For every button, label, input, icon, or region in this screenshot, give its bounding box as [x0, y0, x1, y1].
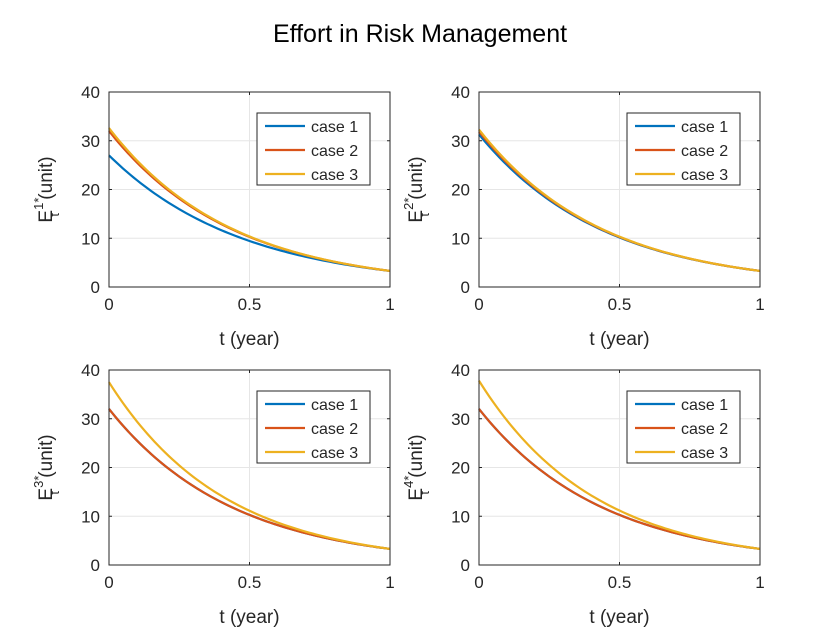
y-axis-label: E2*t (unit) — [401, 156, 432, 222]
series-line-case-3 — [108, 381, 391, 550]
legend-label: case 1 — [311, 397, 358, 414]
x-tick-label: 1 — [755, 295, 764, 314]
y-label-subscript: t — [47, 213, 62, 217]
y-tick-label: 20 — [451, 181, 470, 200]
x-axis-label: t (year) — [589, 607, 649, 628]
y-label-subscript: t — [47, 491, 62, 495]
legend-label: case 2 — [681, 143, 728, 160]
legend-label: case 1 — [681, 397, 728, 414]
x-tick-label: 0.5 — [608, 295, 632, 314]
series-line-case-3 — [478, 128, 761, 273]
x-tick-label: 0.5 — [608, 573, 632, 592]
x-axis-label: t (year) — [589, 329, 649, 350]
y-tick-label: 30 — [81, 132, 100, 151]
y-label-unit: (unit) — [406, 434, 427, 483]
legend: case 1 case 2 case 3 — [626, 112, 741, 186]
x-tick-label: 1 — [755, 573, 764, 592]
y-tick-label: 0 — [461, 556, 470, 575]
legend-label: case 3 — [681, 167, 728, 184]
legend-label: case 1 — [311, 119, 358, 136]
y-label-base: E — [406, 488, 427, 501]
legend-label: case 3 — [311, 445, 358, 462]
y-axis-label: E1*t (unit) — [31, 156, 62, 222]
legend-label: case 3 — [311, 167, 358, 184]
y-tick-label: 20 — [81, 181, 100, 200]
y-tick-label: 0 — [461, 278, 470, 297]
y-tick-label: 20 — [81, 459, 100, 478]
series-line-case-3 — [108, 127, 391, 273]
y-tick-label: 40 — [81, 361, 100, 380]
x-tick-label: 1 — [385, 295, 394, 314]
legend-label: case 2 — [311, 421, 358, 438]
y-label-subscript: t — [417, 491, 432, 495]
y-label-subscript: t — [417, 213, 432, 217]
y-label-superscript: 4* — [401, 476, 416, 488]
x-axis-label: t (year) — [219, 607, 279, 628]
x-tick-label: 0 — [474, 573, 483, 592]
legend-label: case 2 — [681, 421, 728, 438]
y-label-unit: (unit) — [36, 434, 57, 483]
y-tick-label: 10 — [451, 507, 470, 526]
legend-label: case 2 — [311, 143, 358, 160]
y-axis-label: E3*t (unit) — [31, 434, 62, 500]
legend: case 1 case 2 case 3 — [256, 390, 371, 464]
y-label-unit: (unit) — [36, 156, 57, 205]
y-label-base: E — [406, 210, 427, 223]
y-tick-label: 10 — [451, 229, 470, 248]
y-tick-label: 20 — [451, 459, 470, 478]
y-tick-label: 40 — [451, 83, 470, 102]
y-label-superscript: 3* — [31, 476, 46, 488]
y-tick-label: 30 — [451, 410, 470, 429]
y-tick-label: 10 — [81, 507, 100, 526]
x-tick-label: 0 — [474, 295, 483, 314]
legend-label: case 1 — [681, 119, 728, 136]
legend-label: case 3 — [681, 445, 728, 462]
x-tick-label: 0.5 — [238, 573, 262, 592]
y-tick-label: 0 — [91, 278, 100, 297]
x-tick-label: 0 — [104, 295, 113, 314]
y-axis-label: E4*t (unit) — [401, 434, 432, 500]
y-label-superscript: 1* — [31, 198, 46, 210]
y-tick-label: 30 — [451, 132, 470, 151]
figure-title: Effort in Risk Management — [273, 20, 567, 48]
x-tick-label: 0.5 — [238, 295, 262, 314]
y-tick-label: 30 — [81, 410, 100, 429]
y-tick-label: 40 — [81, 83, 100, 102]
x-tick-label: 1 — [385, 573, 394, 592]
y-tick-label: 0 — [91, 556, 100, 575]
y-tick-label: 40 — [451, 361, 470, 380]
y-tick-label: 10 — [81, 229, 100, 248]
series-line-case-3 — [478, 380, 761, 550]
legend: case 1 case 2 case 3 — [626, 390, 741, 464]
legend: case 1 case 2 case 3 — [256, 112, 371, 186]
y-label-base: E — [36, 210, 57, 223]
y-label-superscript: 2* — [401, 198, 416, 210]
x-axis-label: t (year) — [219, 329, 279, 350]
y-label-unit: (unit) — [406, 156, 427, 205]
x-tick-label: 0 — [104, 573, 113, 592]
y-label-base: E — [36, 488, 57, 501]
